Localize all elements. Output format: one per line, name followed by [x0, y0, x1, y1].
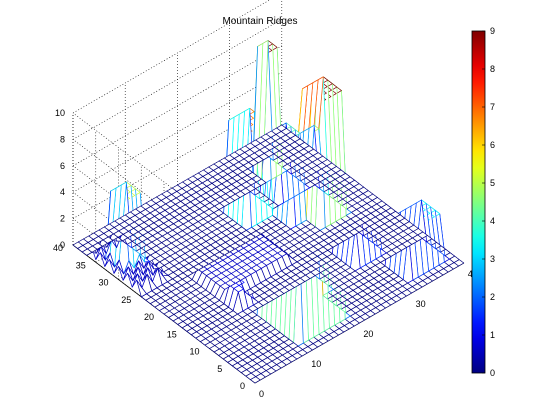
grid-line	[72, 112, 256, 252]
z-tick-label: 2	[60, 214, 65, 224]
y-tick-label: 20	[144, 312, 154, 322]
x-tick-label: 20	[363, 329, 373, 339]
y-tick-label: 15	[167, 329, 177, 339]
colorbar-tick-label: 4	[490, 216, 495, 226]
mesh-surface	[72, 40, 465, 384]
z-tick-label: 6	[60, 161, 65, 171]
colorbar-tick-label: 5	[490, 178, 495, 188]
colorbar-tick-label: 8	[490, 64, 495, 74]
colorbar-tick-label: 6	[490, 140, 495, 150]
grid-line	[72, 45, 282, 167]
chart-title: Mountain Ridges	[222, 16, 297, 27]
grid-line	[72, 0, 271, 114]
y-tick-label: 5	[217, 364, 222, 374]
colorbar-tick-label: 0	[490, 368, 495, 378]
y-tick-label: 25	[121, 295, 131, 305]
colorbar-tick-label: 9	[490, 26, 495, 36]
mesh-cell	[72, 241, 84, 249]
grid-line	[72, 71, 282, 193]
colorbar: 0 1 2 3 4 5 6 7 8 9	[471, 26, 495, 378]
x-tick-label: 10	[311, 359, 321, 369]
x-tick-label: 0	[259, 389, 264, 399]
colorbar-tick-label: 1	[490, 330, 495, 340]
y-tick-label: 10	[189, 347, 199, 357]
grid-line	[72, 98, 282, 219]
y-tick-label: 30	[98, 278, 108, 288]
z-tick-label: 0	[60, 240, 65, 250]
z-tick-label: 10	[55, 108, 65, 118]
y-tick-label: 35	[76, 260, 86, 270]
z-tick-label: 4	[60, 187, 65, 197]
colorbar-tick-label: 7	[490, 102, 495, 112]
z-tick-label: 8	[60, 134, 65, 144]
colorbar-tick-label: 2	[490, 292, 495, 302]
y-tick-label: 0	[240, 381, 245, 391]
x-tick-label: 30	[416, 299, 426, 309]
y-tick-label: 40	[53, 243, 63, 253]
colorbar-gradient	[471, 30, 486, 374]
colorbar-tick-label: 3	[490, 254, 495, 264]
